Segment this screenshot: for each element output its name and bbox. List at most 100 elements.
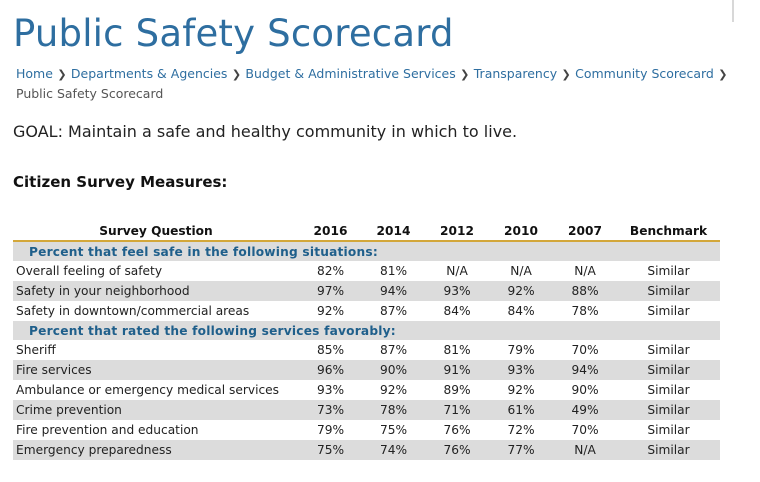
cell-2012: 89% — [425, 380, 489, 400]
breadcrumb-community-scorecard-link[interactable]: Community Scorecard — [575, 66, 714, 81]
cell-benchmark: Similar — [617, 301, 720, 321]
table-row: Crime prevention 73% 78% 71% 61% 49% Sim… — [13, 400, 720, 420]
table-row: Sheriff 85% 87% 81% 79% 70% Similar — [13, 340, 720, 360]
row-question: Emergency preparedness — [13, 440, 299, 460]
col-header-survey-question: Survey Question — [99, 223, 213, 238]
cell-2007: N/A — [553, 261, 617, 281]
cell-2010: 92% — [489, 380, 553, 400]
cell-benchmark: Similar — [617, 380, 720, 400]
cell-2016: 96% — [299, 360, 362, 380]
table-row: Overall feeling of safety 82% 81% N/A N/… — [13, 261, 720, 281]
row-question: Fire services — [13, 360, 299, 380]
cell-2010: 84% — [489, 301, 553, 321]
cell-2014: 81% — [362, 261, 425, 281]
cell-2007: 90% — [553, 380, 617, 400]
cell-2010: 93% — [489, 360, 553, 380]
window-edge-divider — [732, 0, 734, 22]
cell-2010: N/A — [489, 261, 553, 281]
table-row: Ambulance or emergency medical services … — [13, 380, 720, 400]
cell-benchmark: Similar — [617, 360, 720, 380]
cell-2012: 81% — [425, 340, 489, 360]
cell-benchmark: Similar — [617, 440, 720, 460]
cell-2014: 90% — [362, 360, 425, 380]
breadcrumb-transparency-link[interactable]: Transparency — [473, 66, 558, 81]
cell-2007: 70% — [553, 340, 617, 360]
row-question: Crime prevention — [13, 400, 299, 420]
col-header-2014: 2014 — [376, 223, 411, 238]
cell-benchmark: Similar — [617, 281, 720, 301]
section-heading: Citizen Survey Measures: — [13, 173, 228, 191]
chevron-right-icon: ❯ — [231, 68, 242, 81]
cell-2007: 49% — [553, 400, 617, 420]
cell-2016: 75% — [299, 440, 362, 460]
breadcrumb: Home ❯ Departments & Agencies ❯ Budget & Adm… — [16, 64, 736, 103]
breadcrumb-current-page: Public Safety Scorecard — [16, 86, 164, 101]
chevron-right-icon: ❯ — [718, 68, 728, 81]
cell-2012: 84% — [425, 301, 489, 321]
table-header-row: Survey Question 2016 2014 2012 2010 2007… — [13, 221, 720, 241]
cell-2014: 87% — [362, 301, 425, 321]
cell-benchmark: Similar — [617, 400, 720, 420]
cell-2012: 91% — [425, 360, 489, 380]
group-header-row: Percent that rated the following service… — [13, 321, 720, 340]
row-question: Safety in your neighborhood — [13, 281, 299, 301]
cell-benchmark: Similar — [617, 261, 720, 281]
page-title: Public Safety Scorecard — [13, 12, 454, 55]
cell-2010: 72% — [489, 420, 553, 440]
cell-2007: N/A — [553, 440, 617, 460]
cell-2016: 92% — [299, 301, 362, 321]
cell-2007: 70% — [553, 420, 617, 440]
goal-statement: GOAL: Maintain a safe and healthy commun… — [13, 122, 518, 141]
breadcrumb-departments-link[interactable]: Departments & Agencies — [70, 66, 228, 81]
row-question: Overall feeling of safety — [13, 261, 299, 281]
cell-2010: 79% — [489, 340, 553, 360]
group-header-row: Percent that feel safe in the following … — [13, 241, 720, 261]
cell-2007: 78% — [553, 301, 617, 321]
cell-2016: 82% — [299, 261, 362, 281]
table-row: Fire prevention and education 79% 75% 76… — [13, 420, 720, 440]
cell-2014: 94% — [362, 281, 425, 301]
cell-2010: 92% — [489, 281, 553, 301]
cell-2012: N/A — [425, 261, 489, 281]
group-label-rated-favorably: Percent that rated the following service… — [13, 321, 720, 340]
cell-2014: 92% — [362, 380, 425, 400]
cell-2012: 93% — [425, 281, 489, 301]
breadcrumb-budget-link[interactable]: Budget & Administrative Services — [245, 66, 456, 81]
table-row: Safety in downtown/commercial areas 92% … — [13, 301, 720, 321]
cell-2010: 61% — [489, 400, 553, 420]
cell-2016: 97% — [299, 281, 362, 301]
col-header-2007: 2007 — [568, 223, 602, 238]
chevron-right-icon: ❯ — [460, 68, 470, 81]
table-row: Emergency preparedness 75% 74% 76% 77% N… — [13, 440, 720, 460]
cell-2014: 75% — [362, 420, 425, 440]
cell-benchmark: Similar — [617, 340, 720, 360]
cell-2012: 71% — [425, 400, 489, 420]
cell-2016: 85% — [299, 340, 362, 360]
chevron-right-icon: ❯ — [561, 68, 571, 81]
col-header-2016: 2016 — [313, 223, 348, 238]
cell-2016: 79% — [299, 420, 362, 440]
cell-2014: 87% — [362, 340, 425, 360]
breadcrumb-home-link[interactable]: Home — [16, 66, 53, 81]
cell-2010: 77% — [489, 440, 553, 460]
table-row: Safety in your neighborhood 97% 94% 93% … — [13, 281, 720, 301]
survey-scorecard-table: Survey Question 2016 2014 2012 2010 2007… — [13, 221, 720, 460]
cell-2012: 76% — [425, 420, 489, 440]
cell-2014: 74% — [362, 440, 425, 460]
cell-2016: 73% — [299, 400, 362, 420]
row-question: Ambulance or emergency medical services — [13, 380, 299, 400]
row-question: Sheriff — [13, 340, 299, 360]
cell-2007: 94% — [553, 360, 617, 380]
cell-2016: 93% — [299, 380, 362, 400]
row-question: Fire prevention and education — [13, 420, 299, 440]
chevron-right-icon: ❯ — [57, 68, 67, 81]
cell-benchmark: Similar — [617, 420, 720, 440]
col-header-benchmark: Benchmark — [629, 223, 708, 238]
table-row: Fire services 96% 90% 91% 93% 94% Simila… — [13, 360, 720, 380]
cell-2014: 78% — [362, 400, 425, 420]
cell-2007: 88% — [553, 281, 617, 301]
cell-2012: 76% — [425, 440, 489, 460]
col-header-2012: 2012 — [440, 223, 474, 238]
row-question: Safety in downtown/commercial areas — [13, 301, 299, 321]
col-header-2010: 2010 — [504, 223, 538, 238]
